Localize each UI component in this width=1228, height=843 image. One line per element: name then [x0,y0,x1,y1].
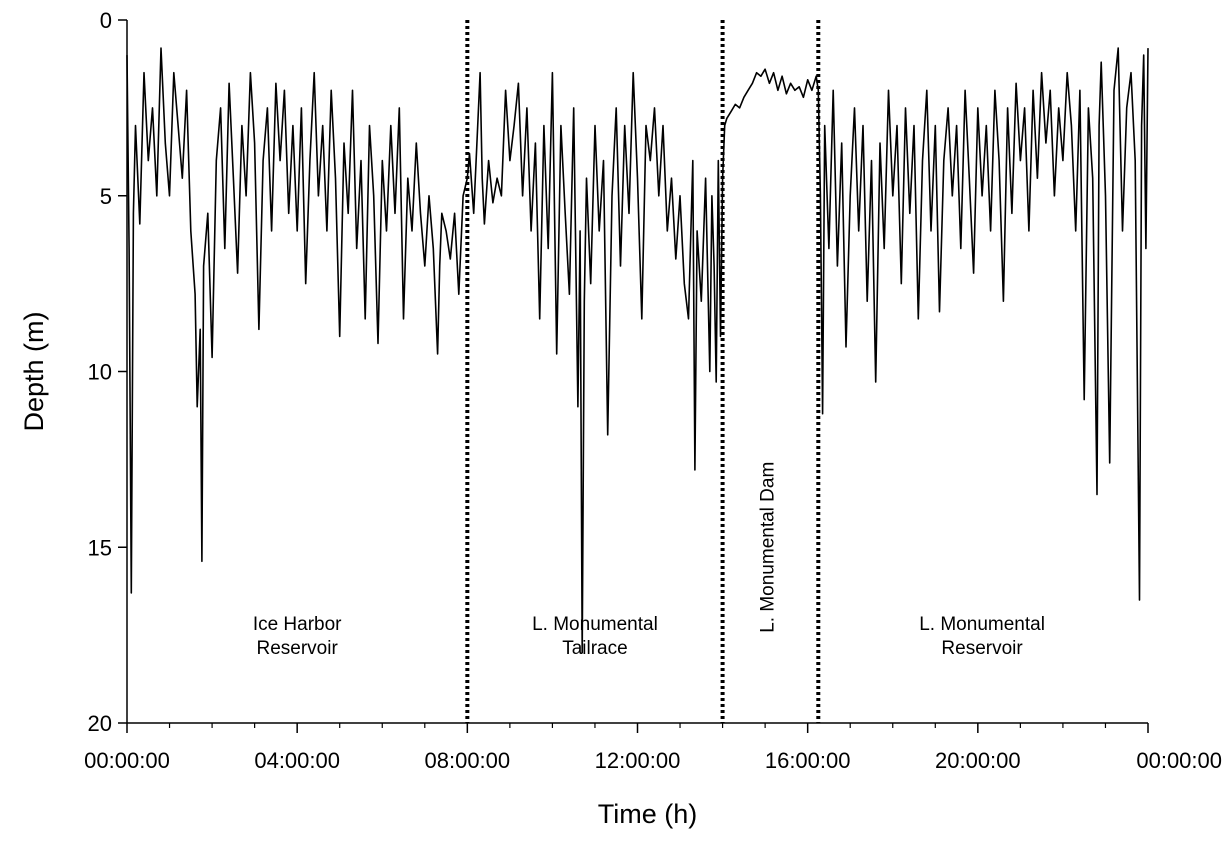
x-axis-title: Time (h) [598,799,698,829]
region-label-1: L. Monumental Tailrace [532,614,658,659]
region-label-0: Ice Harbor Reservoir [253,614,342,659]
y-tick-label-4: 20 [88,711,112,736]
region-label-line: L. Monumental [532,614,658,635]
x-tick-label-5: 20:00:00 [935,748,1021,773]
region-label-line: Reservoir [941,638,1023,659]
region-label-3: L. Monumental Reservoir [919,614,1045,659]
region-label-2: L. Monumental Dam [758,462,779,633]
x-tick-label-6: 00:00:00 [1136,748,1222,773]
series-layer [126,47,1149,654]
region-label-line: Tailrace [562,638,627,659]
x-tick-label-4: 16:00:00 [765,748,851,773]
region-label-line: L. Monumental [919,614,1045,635]
ticks: 0 5 10 15 20 00:00:00 04:00:00 08:00:00 12:00:00… [84,8,1222,773]
region-label-line: Ice Harbor [253,614,342,635]
x-tick-label-2: 08:00:00 [425,748,511,773]
y-tick-label-0: 0 [100,8,112,33]
region-labels: Ice Harbor Reservoir L. Monumental Tailrace… [253,462,1045,659]
y-tick-label-1: 5 [100,184,112,209]
y-tick-label-3: 15 [88,535,112,560]
region-label-line: Reservoir [257,638,339,659]
y-axis-title: Depth (m) [19,311,49,431]
series-line-0 [126,47,1149,654]
x-tick-label-1: 04:00:00 [254,748,340,773]
y-tick-label-2: 10 [88,360,112,385]
x-tick-label-3: 12:00:00 [595,748,681,773]
x-tick-label-0: 00:00:00 [84,748,170,773]
